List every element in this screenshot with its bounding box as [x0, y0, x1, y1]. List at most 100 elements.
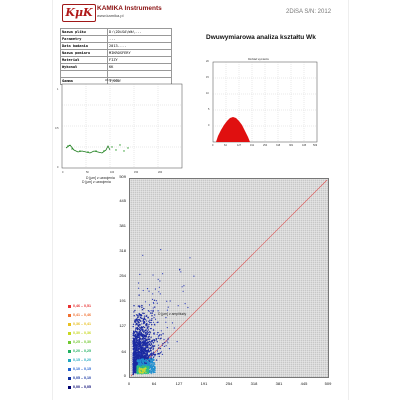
legend-label: 0,00 – 0,05 [73, 385, 91, 389]
scatter-point [139, 344, 142, 346]
scatter-point [151, 318, 153, 320]
scatter-point [163, 345, 165, 347]
legend-item: 0,36 – 0,41 [68, 322, 91, 326]
scatter-point [138, 315, 140, 317]
scatter-point [145, 371, 147, 374]
scatter-point [157, 347, 160, 349]
scatter-point [153, 365, 155, 367]
left-chart-points [67, 144, 129, 153]
scatter-point [158, 286, 160, 288]
scatter-point [140, 329, 142, 331]
scatter-point [150, 327, 152, 330]
scatter-point [178, 269, 181, 271]
scatter-point [193, 275, 195, 277]
scatter-point [140, 342, 142, 344]
scatter-point [147, 359, 149, 361]
scatter-point [134, 309, 136, 312]
left-chart-title: Wk Dist = f(...) [105, 79, 121, 82]
scatter-point [136, 323, 138, 325]
scatter-point [154, 367, 156, 370]
scatter-point [138, 359, 141, 361]
legend-label: 0,05 – 0,10 [73, 376, 91, 380]
scatter-point [155, 338, 157, 340]
scatter-point [146, 344, 148, 347]
scatter-point [154, 306, 156, 308]
scatter-point [138, 331, 140, 333]
scatter-point [144, 352, 146, 355]
scatter-point [147, 348, 150, 351]
scatter-point [148, 323, 150, 325]
scatter-point [145, 336, 148, 338]
scatter-point [133, 315, 135, 317]
legend-label: 0,36 – 0,41 [73, 322, 91, 326]
scatter-point [145, 324, 148, 326]
scatter-point [150, 340, 153, 342]
legend-swatch [68, 304, 71, 308]
scatter-point [133, 345, 136, 347]
scatter-point [141, 368, 143, 370]
scatter-point [146, 320, 148, 322]
scatter-point [143, 312, 145, 315]
scatter-point [149, 354, 151, 356]
scatter-point [150, 344, 152, 347]
scatter-point [143, 336, 145, 338]
scatter-point [143, 340, 145, 342]
scatter-point [143, 330, 145, 333]
scatter-point [135, 327, 137, 329]
scatter-point [137, 345, 139, 347]
scatter-point [150, 354, 152, 356]
scatter-point [152, 307, 154, 309]
scatter-point [137, 339, 139, 341]
scatter-point [156, 350, 159, 352]
analysis-title: Dwuwymiarowa analiza kształtu Wk [206, 34, 316, 41]
scatter-point [155, 339, 158, 341]
scatter-point [171, 322, 174, 324]
scatter-point [144, 369, 146, 371]
scatter-point [168, 348, 170, 350]
scatter-point [149, 331, 151, 333]
scatter-point [152, 339, 154, 341]
scatter-point [137, 316, 139, 319]
scatter-point [154, 288, 156, 290]
scatter-point [137, 327, 139, 330]
scatter-point [151, 346, 153, 348]
scatter-point [150, 362, 152, 364]
scatter-point [143, 356, 145, 358]
scatter-point [144, 337, 147, 339]
scatter-point [143, 371, 146, 374]
left-chart-x-tick: 150 [134, 171, 139, 174]
scatter-point [150, 336, 152, 338]
scatter-point [142, 361, 145, 364]
scatter-point [139, 324, 141, 326]
scatter-point [134, 349, 136, 351]
scatter-point [141, 337, 144, 340]
legend-swatch [68, 322, 71, 326]
scatter-point [143, 334, 145, 336]
scatter-point [139, 328, 141, 331]
scatter-point [167, 337, 169, 339]
scatter-point [132, 369, 134, 372]
scatter-point [141, 306, 143, 308]
right-chart-y-tick: 5 [208, 108, 210, 111]
scatter-point [149, 319, 151, 321]
scatter-point [135, 331, 137, 333]
scatter-point [159, 280, 161, 282]
scatter-point [156, 321, 158, 324]
scatter-point [153, 361, 155, 364]
scatter-point [136, 362, 138, 364]
scatter-point [137, 361, 140, 363]
scatter-point [139, 337, 141, 339]
scatter-point [151, 341, 153, 343]
scatter-point [146, 341, 148, 343]
scatter-point [133, 372, 135, 374]
scatter-point [136, 365, 139, 367]
scatter-point [137, 357, 139, 359]
scatter-point [134, 341, 136, 343]
scatter-point [146, 363, 149, 365]
scatter-point [157, 278, 159, 280]
scatter-point [138, 314, 140, 316]
scatter-point [144, 315, 146, 317]
scatter-point [138, 369, 140, 371]
scatter-point [153, 332, 155, 334]
scatter-point [138, 321, 140, 323]
